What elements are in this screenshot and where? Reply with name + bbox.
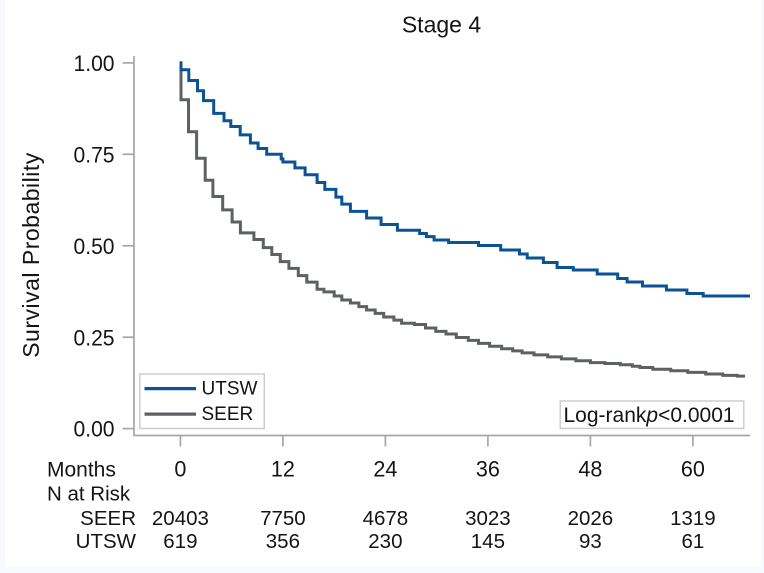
svg-text:0.75: 0.75 bbox=[74, 142, 115, 167]
svg-text:SEER: SEER bbox=[80, 507, 136, 530]
svg-text:1319: 1319 bbox=[670, 507, 716, 530]
svg-text:356: 356 bbox=[266, 530, 300, 553]
svg-text:145: 145 bbox=[471, 530, 505, 553]
svg-text:Log-rankp<0.0001: Log-rankp<0.0001 bbox=[564, 404, 735, 427]
svg-text:61: 61 bbox=[681, 530, 704, 553]
svg-text:60: 60 bbox=[681, 457, 705, 482]
svg-text:Months: Months bbox=[47, 459, 116, 482]
svg-text:12: 12 bbox=[271, 457, 295, 482]
svg-text:UTSW: UTSW bbox=[202, 378, 258, 399]
svg-text:2026: 2026 bbox=[568, 507, 614, 530]
svg-text:1.00: 1.00 bbox=[74, 51, 115, 76]
svg-text:619: 619 bbox=[163, 530, 197, 553]
svg-text:Stage 4: Stage 4 bbox=[402, 12, 481, 38]
svg-text:SEER: SEER bbox=[202, 404, 254, 425]
svg-text:24: 24 bbox=[373, 457, 397, 482]
svg-text:Survival Probability: Survival Probability bbox=[18, 152, 44, 358]
svg-text:20403: 20403 bbox=[152, 507, 209, 530]
svg-text:0.00: 0.00 bbox=[74, 417, 115, 442]
svg-text:7750: 7750 bbox=[260, 507, 306, 530]
svg-text:UTSW: UTSW bbox=[76, 530, 137, 553]
svg-text:230: 230 bbox=[368, 530, 402, 553]
svg-text:36: 36 bbox=[476, 457, 500, 482]
svg-text:93: 93 bbox=[579, 530, 602, 553]
svg-text:0: 0 bbox=[174, 457, 186, 482]
svg-text:48: 48 bbox=[578, 457, 602, 482]
svg-text:N at Risk: N at Risk bbox=[47, 482, 131, 505]
svg-text:3023: 3023 bbox=[465, 507, 511, 530]
svg-text:0.25: 0.25 bbox=[74, 325, 115, 350]
svg-text:0.50: 0.50 bbox=[74, 234, 115, 259]
svg-text:4678: 4678 bbox=[363, 507, 409, 530]
